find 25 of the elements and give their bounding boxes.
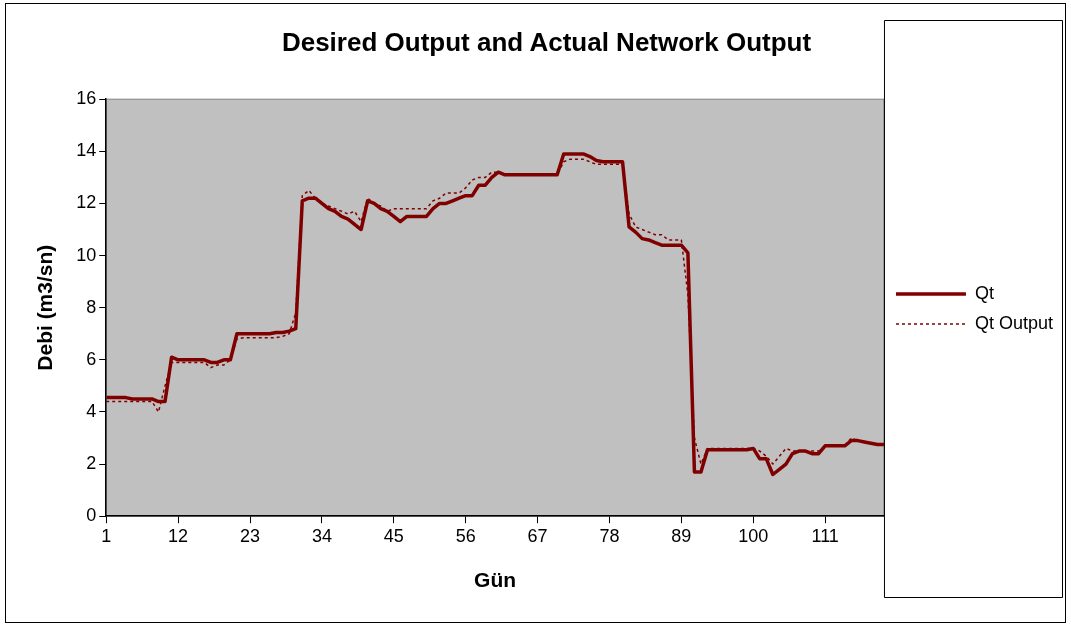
x-tick-label: 12 <box>168 525 189 546</box>
x-tick-label: 56 <box>455 525 476 546</box>
chart-title: Desired Output and Actual Network Output <box>281 26 812 57</box>
x-tick-label: 78 <box>599 525 620 546</box>
y-tick-label: 2 <box>86 453 97 474</box>
x-tick-label: 89 <box>671 525 692 546</box>
x-tick-label: 100 <box>738 525 769 546</box>
legend-label: Qt Output <box>974 312 1054 333</box>
y-tick-label: 16 <box>76 88 97 109</box>
x-tick-label: 111 <box>811 525 839 546</box>
x-tick-label: 67 <box>527 525 548 546</box>
y-axis-title: Debi (m3/sn) <box>33 244 57 371</box>
x-tick-label: 45 <box>383 525 404 546</box>
y-tick-label: 0 <box>86 505 97 526</box>
y-tick-label: 6 <box>86 348 97 369</box>
y-tick-label: 10 <box>76 244 97 265</box>
x-axis-title: Gün <box>474 568 517 592</box>
y-tick-label: 4 <box>86 400 97 421</box>
y-tick-label: 12 <box>76 192 97 213</box>
y-tick-label: 14 <box>76 140 97 161</box>
legend-label: Qt <box>974 282 994 303</box>
y-tick-label: 8 <box>86 296 97 317</box>
x-tick-label: 23 <box>239 525 261 546</box>
x-tick-label: 34 <box>311 525 332 546</box>
x-tick-label: 1 <box>101 525 112 546</box>
